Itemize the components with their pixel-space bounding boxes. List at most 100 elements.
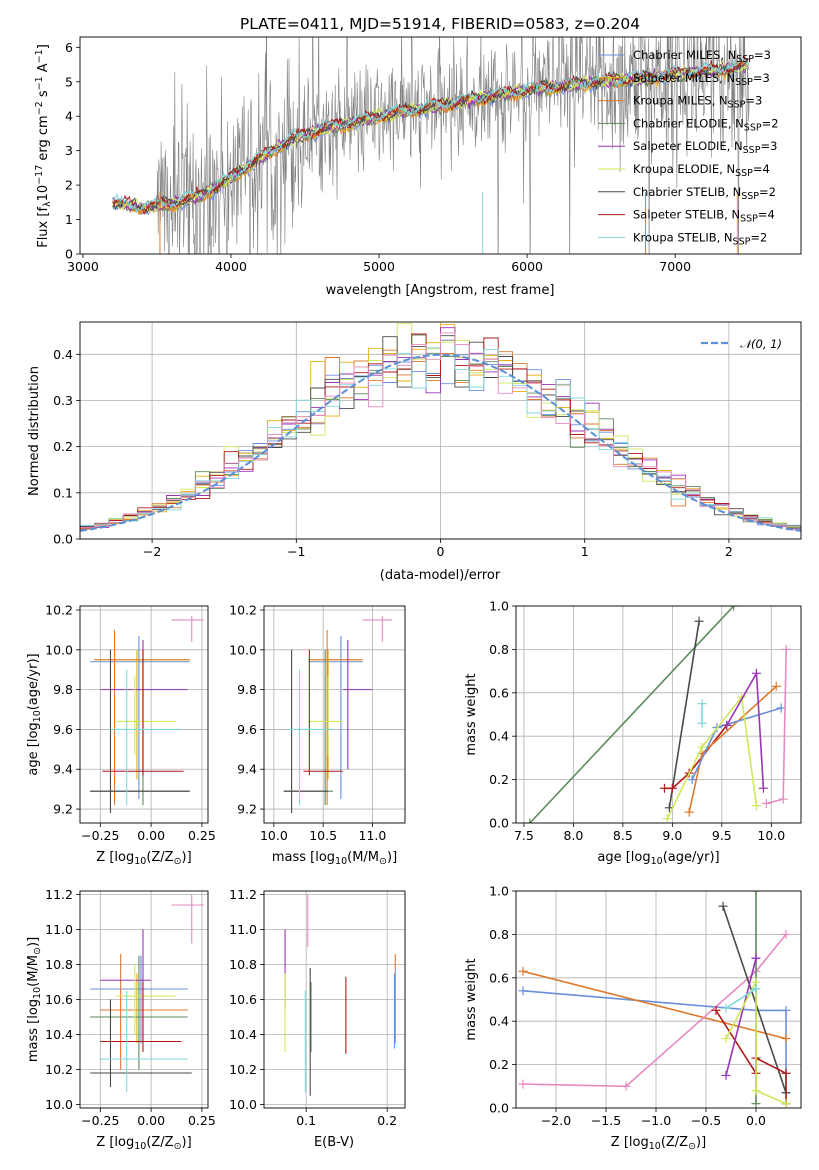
plot-area (518, 891, 791, 1108)
y-axis-label: age [log10(age/yr)] (26, 653, 43, 775)
x-tick-label: 7.5 (514, 828, 534, 843)
x-axis-label: mass [log10(M/M⊙)] (272, 850, 397, 867)
x-tick-label: 0.00 (137, 828, 165, 843)
plot-area (284, 894, 396, 1096)
y-tick-label: 11.0 (45, 922, 73, 937)
legend-entry: Kroupa STELIB, NSSP=2 (633, 230, 767, 247)
x-tick-label: 3000 (67, 259, 99, 274)
axes-frame (515, 890, 802, 1109)
y-tick-label: 2 (65, 178, 73, 193)
plot-area (90, 615, 204, 814)
y-tick-label: 0.4 (489, 729, 509, 744)
chart-age-vs-mass: 10.0 10.5 11.0 9.2 9.4 9.6 9.8 10.0 10.2 mass [lo… (229, 602, 406, 867)
series-line (522, 933, 787, 1088)
x-axis-label: (data-model)/error (380, 568, 501, 583)
series-model-line (112, 60, 749, 214)
y-tick-label: 1.0 (489, 884, 509, 899)
x-tick-label: −0.5 (691, 1113, 721, 1128)
x-tick-label: −0.25 (81, 1113, 119, 1128)
y-tick-label: 0.0 (489, 1101, 509, 1116)
legend-entry: Chabrier STELIB, NSSP=2 (633, 185, 776, 202)
y-axis-label-group: Flux [fλ10−17 erg cm−2 s−1 A−1] (34, 44, 53, 248)
y-tick-label: 0.1 (53, 485, 73, 500)
y-tick-label: 9.8 (53, 682, 73, 697)
axes-frame (263, 890, 406, 1109)
y-tick-label: 9.4 (237, 762, 257, 777)
y-tick-label: 10.4 (45, 1027, 73, 1042)
y-tick-label: 10.0 (45, 1097, 73, 1112)
y-tick-label: 6 (65, 40, 73, 55)
y-tick-label: 10.0 (45, 642, 73, 657)
y-tick-label: 9.6 (53, 722, 73, 737)
x-tick-label: −1.5 (591, 1113, 621, 1128)
x-tick-label: 0.25 (188, 1113, 216, 1128)
series-line (522, 990, 787, 1093)
x-tick-label: 10.5 (309, 828, 337, 843)
x-tick-label: 5000 (363, 259, 395, 274)
y-tick-label: 9.2 (53, 802, 73, 817)
y-tick-label: 10.2 (229, 602, 257, 617)
y-tick-label: 0.6 (489, 970, 509, 985)
histogram-step (80, 335, 801, 529)
series-line (726, 672, 765, 789)
x-tick-label: 10.0 (757, 828, 785, 843)
series-line (529, 606, 735, 823)
x-axis-label: Z [log10(Z/Z⊙)] (611, 1135, 706, 1152)
y-axis-label-group: mass [log10(M/M⊙)] (26, 937, 43, 1062)
x-tick-label: 7000 (659, 259, 691, 274)
y-tick-label: 1 (65, 212, 73, 227)
y-tick-label: 0.2 (53, 439, 73, 454)
y-tick-label: 10.4 (229, 1027, 257, 1042)
y-tick-label: 5 (65, 74, 73, 89)
legend-entry: 𝒩(0, 1) (740, 337, 782, 351)
series-line (668, 621, 700, 808)
y-tick-label: 9.8 (237, 682, 257, 697)
y-tick-label: 10.0 (229, 642, 257, 657)
y-axis-label: mass weight (464, 958, 479, 1040)
y-axis-label: mass weight (464, 673, 479, 755)
y-tick-label: 0.3 (53, 393, 73, 408)
plot-area (80, 323, 801, 532)
y-tick-label: 0.4 (489, 1014, 509, 1029)
axes-frame (263, 605, 406, 824)
series-line (725, 981, 787, 1105)
x-tick-label: −2 (143, 544, 161, 559)
legend: 𝒩(0, 1) (701, 337, 782, 351)
chart-age-vs-Z: −0.25 0.00 0.25 9.2 9.4 9.6 9.8 10.0 10.2 Z [log1… (26, 602, 216, 867)
y-tick-label: 0.8 (489, 927, 509, 942)
axes-frame (79, 321, 802, 540)
y-tick-label: 0.0 (489, 816, 509, 831)
x-tick-label: 9.0 (662, 828, 682, 843)
x-tick-label: 0.0 (746, 1113, 766, 1128)
x-axis-label: age [log10(age/yr)] (597, 850, 719, 867)
series-line (722, 905, 787, 1094)
plot-area (283, 615, 393, 814)
y-tick-label: 10.8 (45, 957, 73, 972)
x-tick-label: 0 (437, 544, 445, 559)
x-axis-label: Z [log10(Z/Z⊙)] (96, 1135, 191, 1152)
y-tick-label: 0.4 (53, 347, 73, 362)
y-tick-label: 0.2 (489, 1057, 509, 1072)
chart-spectrum: 3000 4000 5000 6000 7000 0 1 2 3 4 5 6 PLATE=0411, M… (34, 15, 802, 298)
series-model-line (112, 57, 750, 213)
x-tick-label: 8.0 (563, 828, 583, 843)
chart-mass-weight-vs-Z: −2.0 −1.5 −1.0 −0.5 0.0 0.0 0.2 0.4 0.6 0.8 1.0 Z [… (464, 884, 802, 1152)
legend-entry: Chabrier ELODIE, NSSP=2 (633, 116, 779, 133)
y-tick-label: 4 (65, 109, 73, 124)
x-tick-label: 0.00 (137, 1113, 165, 1128)
x-tick-label: 0.2 (377, 1113, 397, 1128)
x-tick-label: 9.5 (712, 828, 732, 843)
x-tick-label: 4000 (215, 259, 247, 274)
y-tick-label: 9.2 (237, 802, 257, 817)
y-tick-label: 10.2 (45, 602, 73, 617)
axes-frame (515, 605, 802, 824)
plot-area (112, 37, 750, 254)
series-data-spectrum (112, 37, 750, 254)
y-tick-label: 10.2 (45, 1062, 73, 1077)
legend-entry: Kroupa MILES, NSSP=3 (633, 94, 762, 111)
legend-entry: Salpeter STELIB, NSSP=4 (633, 208, 775, 225)
y-tick-label: 9.4 (53, 762, 73, 777)
legend-entry: Salpeter ELODIE, NSSP=3 (633, 139, 777, 156)
series-model-line (112, 63, 749, 212)
x-tick-label: 0.1 (296, 1113, 316, 1128)
